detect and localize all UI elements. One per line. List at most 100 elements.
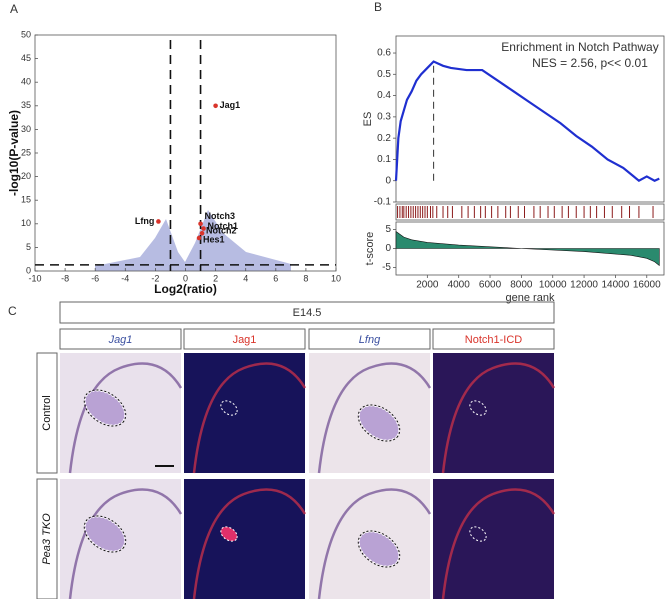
column-header-box — [183, 328, 306, 350]
outline — [83, 515, 127, 553]
outlined-region — [220, 526, 238, 542]
chart-title: Enrichment in Notch Pathway — [501, 40, 658, 54]
panel-label: B — [374, 0, 382, 14]
column-header: Lfng — [359, 334, 381, 346]
row-header-box — [36, 352, 58, 474]
panel-label: A — [10, 2, 18, 16]
tissue-edge — [317, 362, 432, 474]
x-axis-label: gene rank — [506, 292, 555, 304]
es-frame — [395, 35, 665, 203]
y-tick-label: 0.5 — [377, 69, 391, 80]
point-cloud — [95, 210, 291, 271]
y-tick-label: 45 — [21, 53, 31, 63]
y-tick-label: 0.3 — [377, 112, 391, 123]
x-tick-label: 6 — [273, 273, 278, 283]
y-tick-label: 10 — [21, 218, 31, 228]
y-tick-label: 0.6 — [377, 48, 391, 59]
x-tick-label: 12000 — [570, 280, 598, 291]
x-tick-label: 10 — [331, 273, 341, 283]
x-axis-label: Log2(ratio) — [154, 282, 217, 296]
outline — [357, 530, 401, 568]
column-header-box — [59, 328, 182, 350]
micrograph — [184, 353, 305, 473]
x-tick-label: 10000 — [539, 280, 567, 291]
y-tick-label: -0.1 — [374, 197, 392, 208]
y-axis-label: -log10(P-value) — [7, 110, 21, 196]
tscore-area — [395, 230, 660, 267]
gene-label: Notch1 — [208, 221, 239, 231]
gene-label: Jag1 — [220, 100, 241, 110]
micrograph — [184, 479, 305, 599]
y2-axis-label: t-score — [364, 232, 376, 266]
y-axis-label: ES — [362, 112, 374, 127]
y2-tick-label: -5 — [382, 262, 391, 273]
outlined-region — [220, 400, 238, 416]
tissue-edge — [441, 488, 556, 599]
x-tick-label: 16000 — [633, 280, 661, 291]
tissue-edge — [441, 362, 556, 474]
plot-frame — [34, 34, 337, 272]
gene-point — [196, 235, 202, 241]
gene-label: Notch3 — [205, 211, 236, 221]
column-header-box — [308, 328, 431, 350]
outline — [83, 389, 127, 427]
y-tick-label: 5 — [26, 242, 31, 252]
x-tick-label: -2 — [151, 273, 159, 283]
hits-frame — [395, 203, 665, 221]
column-header: Jag1 — [108, 334, 133, 346]
tissue-edge — [192, 488, 307, 599]
tissue-edge — [192, 362, 307, 474]
column-header-box — [432, 328, 555, 350]
gene-point — [201, 226, 206, 231]
x-tick-label: 0 — [183, 273, 188, 283]
x-tick-label: 8000 — [510, 280, 533, 291]
outlined-region — [469, 526, 487, 542]
y-tick-label: 0 — [385, 175, 391, 186]
gene-point — [213, 103, 218, 109]
micrograph — [433, 353, 554, 473]
y-tick-label: 25 — [21, 147, 31, 157]
panel-label: C — [8, 304, 17, 318]
gene-point — [198, 221, 203, 227]
y-tick-label: 20 — [21, 171, 31, 181]
stage-box — [59, 301, 555, 324]
row-header-box — [36, 478, 58, 599]
column-header: Notch1-ICD — [465, 334, 523, 346]
stage-label: E14.5 — [293, 307, 322, 319]
x-tick-label: -4 — [121, 273, 129, 283]
x-tick-label: -8 — [61, 273, 69, 283]
row-header: Control — [41, 395, 53, 430]
tissue-edge — [68, 362, 183, 474]
outlined-region — [358, 531, 400, 567]
x-tick-label: 2 — [213, 273, 218, 283]
x-tick-label: -10 — [28, 273, 41, 283]
x-tick-label: 14000 — [602, 280, 630, 291]
y-tick-label: 0.1 — [377, 154, 391, 165]
x-tick-label: 4000 — [448, 280, 471, 291]
gene-point — [156, 219, 161, 224]
gene-point — [199, 230, 205, 236]
row-header: Pea3 TKO — [41, 513, 53, 565]
column-header: Jag1 — [233, 334, 257, 346]
y-tick-label: 50 — [21, 29, 31, 39]
x-tick-label: 2000 — [416, 280, 439, 291]
gene-label: Lfng — [135, 216, 155, 226]
es-line — [394, 60, 660, 183]
outlined-region — [469, 400, 487, 416]
x-tick-label: 8 — [303, 273, 308, 283]
y-tick-label: 30 — [21, 124, 31, 134]
x-tick-label: -6 — [91, 273, 99, 283]
y2-tick-label: 0 — [385, 243, 391, 254]
outlined-region — [84, 390, 126, 426]
tissue-edge — [68, 488, 183, 599]
x-tick-label: 6000 — [479, 280, 502, 291]
x-tick-label: 4 — [243, 273, 248, 283]
micrograph — [433, 479, 554, 599]
gene-label: Notch2 — [206, 226, 237, 236]
y-tick-label: 15 — [21, 195, 31, 205]
y-tick-label: 0.2 — [377, 133, 391, 144]
y-tick-label: 0 — [26, 265, 31, 275]
y-tick-label: 35 — [21, 100, 31, 110]
outlined-region — [84, 516, 126, 552]
